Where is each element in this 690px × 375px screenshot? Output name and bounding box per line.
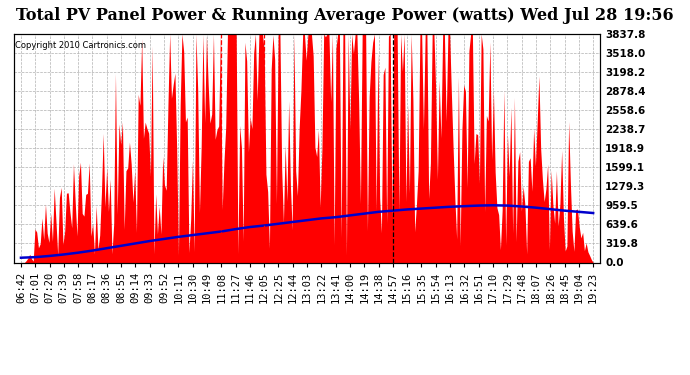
Text: Total PV Panel Power & Running Average Power (watts) Wed Jul 28 19:56: Total PV Panel Power & Running Average P… [16,8,674,24]
Text: Copyright 2010 Cartronics.com: Copyright 2010 Cartronics.com [15,40,146,50]
